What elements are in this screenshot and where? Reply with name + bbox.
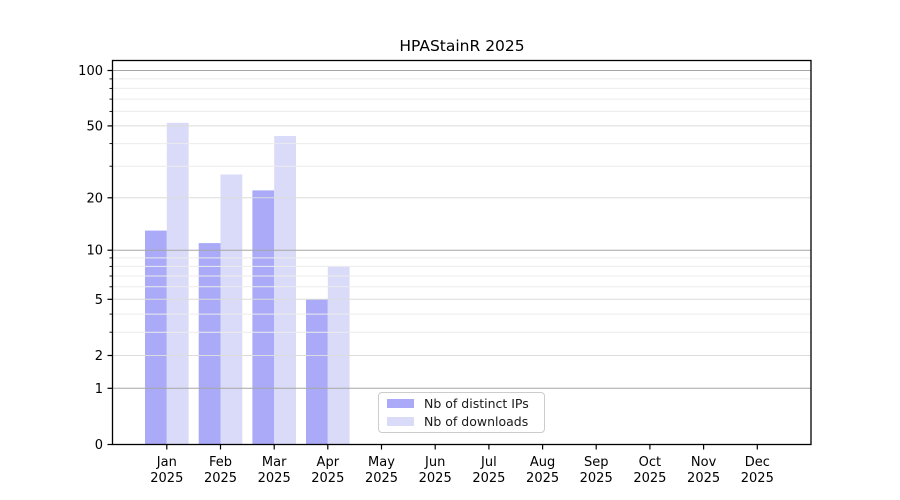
x-tick-label-apr-year: 2025 [311,471,344,486]
bar-jan-distinct-ips [145,230,167,445]
legend: Nb of distinct IPs Nb of downloads [378,392,545,433]
x-tick-label-jul-year: 2025 [472,471,505,486]
y-tick-label-100: 100 [78,64,103,79]
x-tick-label-jun-year: 2025 [419,471,452,486]
x-tick-label-nov-year: 2025 [687,471,720,486]
x-tick-label-mar-year: 2025 [258,471,291,486]
x-tick-label-jun: Jun [424,455,445,470]
x-tick-label-jan: Jan [156,455,177,470]
x-tick-label-sep: Sep [584,455,609,470]
legend-label-downloads: Nb of downloads [424,414,529,429]
legend-swatch-downloads [387,417,414,426]
axes-spines [111,59,812,446]
bar-jan-downloads [166,122,189,445]
x-tick-label-jan-year: 2025 [150,471,183,486]
y-tick-label-5: 5 [95,293,103,308]
x-tick-label-jul: Jul [480,455,497,470]
y-tick-label-1: 1 [95,382,103,397]
x-tick-label-dec: Dec [745,455,770,470]
y-tick-label-10: 10 [86,244,103,259]
x-tick-label-oct-year: 2025 [633,471,666,486]
x-tick-label-aug: Aug [530,455,555,470]
bar-mar-downloads [274,136,296,445]
y-tick-label-50: 50 [86,119,103,134]
x-tick-label-aug-year: 2025 [526,471,559,486]
legend-label-distinct-ips: Nb of distinct IPs [424,396,529,411]
x-tick-label-may: May [368,455,395,470]
x-tick-label-may-year: 2025 [365,471,398,486]
x-tick-label-nov: Nov [691,455,717,470]
bar-mar-distinct-ips [252,190,275,445]
y-tick-label-20: 20 [86,191,103,206]
x-tick-label-oct: Oct [639,455,661,470]
bar-feb-downloads [220,174,243,445]
legend-swatch-distinct-ips [387,399,414,408]
bar-apr-distinct-ips [306,299,328,445]
x-tick-label-apr: Apr [317,455,340,470]
x-tick-label-sep-year: 2025 [580,471,613,486]
y-tick-label-2: 2 [95,349,103,364]
x-tick-label-dec-year: 2025 [741,471,774,486]
bar-feb-distinct-ips [198,243,221,445]
x-tick-label-mar: Mar [262,455,287,470]
x-tick-label-feb: Feb [209,455,232,470]
chart-title: HPAStainR 2025 [399,37,525,55]
y-tick-label-0: 0 [95,438,103,453]
legend-item-downloads: Nb of downloads [387,414,544,429]
x-tick-label-feb-year: 2025 [204,471,237,486]
legend-item-distinct-ips: Nb of distinct IPs [387,396,544,411]
